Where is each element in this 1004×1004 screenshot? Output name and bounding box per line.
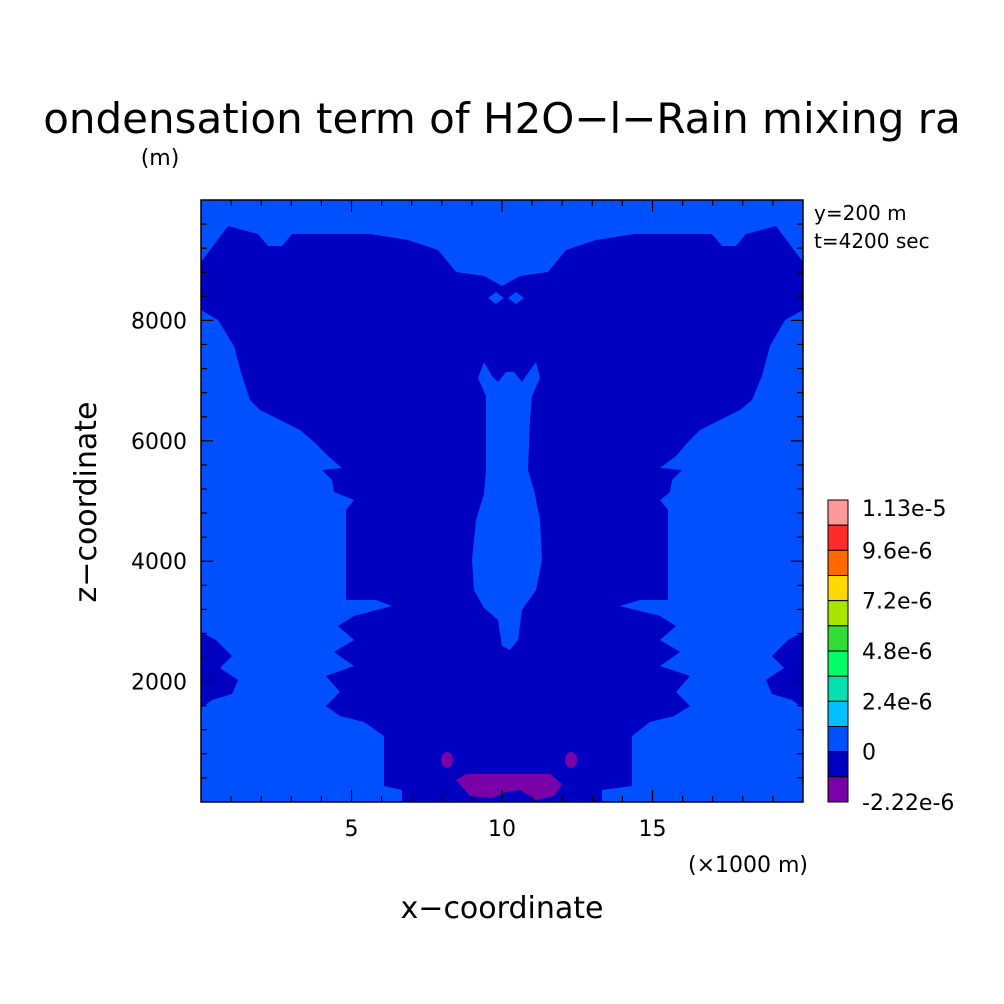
x-axis-label: x−coordinate [401,891,604,926]
colorbar-label: 7.2e-6 [862,590,932,615]
x-tick-label: 15 [639,817,667,842]
colorbar-label: 0 [862,741,876,766]
x-axis-ticks: 5 10 15 [230,200,774,842]
colorbar: 1.13e-5 9.6e-6 7.2e-6 4.8e-6 2.4e-6 0 -2.22e-6 [827,497,954,816]
y-tick-label: 4000 [131,550,187,575]
annotation-y-slice: y=200 m [814,201,907,225]
colorbar-swatch [827,726,849,753]
chart-title: ondensation term of H2O−l−Rain mixing ra [43,94,961,143]
y-tick-label: 8000 [131,309,187,334]
y-axis-label: z−coordinate [69,402,104,603]
contour-negative-left-lobe [201,632,238,708]
colorbar-swatch [827,700,849,727]
colorbar-label: 4.8e-6 [862,640,932,665]
x-tick-label: 5 [345,817,359,842]
annotation-time: t=4200 sec [814,229,930,253]
colorbar-swatch [827,650,849,677]
contour-minimum-right-spot [565,752,577,768]
contour-minimum-base [456,774,562,800]
colorbar-label: 1.13e-5 [862,497,946,522]
contour-negative-right-lobe [766,632,803,708]
colorbar-swatch [827,600,849,627]
z-unit-label: (m) [141,146,180,171]
y-axis-ticks: 2000 4000 6000 8000 [131,223,803,779]
y-tick-label: 2000 [131,671,187,696]
colorbar-swatch [827,575,849,602]
colorbar-label: 9.6e-6 [862,539,932,564]
plot-area [201,200,803,802]
colorbar-label: -2.22e-6 [862,791,954,816]
contour-small-notch [508,292,524,304]
colorbar-label: 2.4e-6 [862,690,932,715]
contour-small-notch [488,292,504,304]
colorbar-swatch [827,499,849,526]
colorbar-swatch [827,776,849,803]
colorbar-swatch [827,675,849,702]
contour-positive-core [472,362,542,650]
colorbar-swatch [827,524,849,551]
colorbar-swatch [827,625,849,652]
x-tick-label: 10 [488,817,516,842]
plot-frame [200,199,804,803]
colorbar-swatch [827,549,849,576]
y-tick-label: 6000 [131,430,187,455]
colorbar-swatch [827,751,849,778]
contour-minimum-left-spot [441,752,453,768]
x-unit-label: (×1000 m) [688,853,808,878]
